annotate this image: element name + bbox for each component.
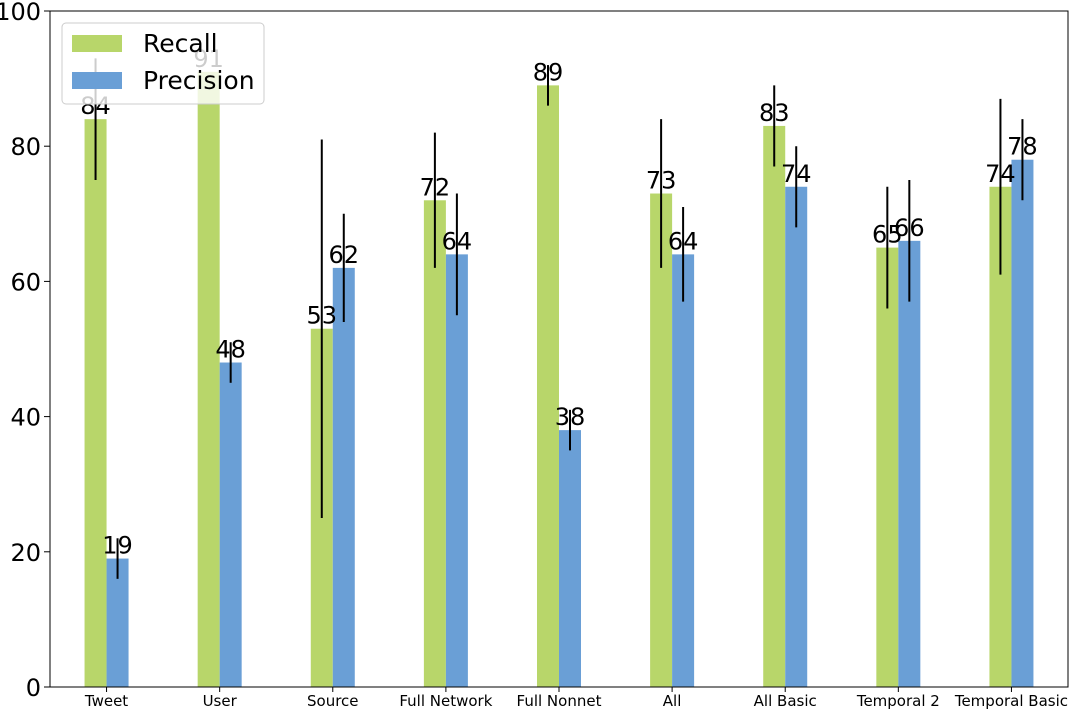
recall-data-label: 65 xyxy=(872,221,903,249)
recall-bar xyxy=(537,85,559,688)
y-tick-label: 80 xyxy=(10,133,41,161)
precision-data-label: 66 xyxy=(894,214,925,242)
x-tick-label: Source xyxy=(307,692,359,710)
y-tick-label: 0 xyxy=(26,674,41,702)
precision-data-label: 19 xyxy=(102,532,133,560)
precision-data-label: 74 xyxy=(781,160,812,188)
precision-data-label: 64 xyxy=(442,227,473,255)
recall-data-label: 73 xyxy=(646,167,677,195)
precision-bar xyxy=(1011,159,1034,688)
recall-bar xyxy=(197,71,220,688)
recall-bar xyxy=(989,186,1012,687)
precision-bar xyxy=(106,558,129,687)
precision-data-label: 62 xyxy=(329,241,360,269)
precision-bar xyxy=(672,254,695,688)
precision-bar xyxy=(785,186,808,687)
precision-data-label: 64 xyxy=(668,227,699,255)
precision-bar xyxy=(332,267,355,687)
x-tick-label: Tweet xyxy=(84,692,128,710)
x-tick-label: User xyxy=(203,692,238,710)
recall-bar xyxy=(423,200,446,687)
legend-swatch-precision xyxy=(72,72,122,89)
y-tick-label: 20 xyxy=(10,539,41,567)
y-tick-label: 40 xyxy=(10,404,41,432)
recall-data-label: 53 xyxy=(307,302,338,330)
data-labels-layer: 849153728973836574194862643864746678 xyxy=(80,45,1037,560)
recall-bar xyxy=(876,247,899,687)
bars-layer xyxy=(84,71,1034,688)
precision-bar xyxy=(445,254,468,688)
recall-bar xyxy=(650,193,673,687)
legend-swatch-recall xyxy=(72,35,122,52)
precision-data-label: 48 xyxy=(215,336,246,364)
legend-label-recall: Recall xyxy=(143,29,218,58)
legend-label-precision: Precision xyxy=(143,66,255,95)
x-tick-label: All Basic xyxy=(754,692,817,710)
recall-data-label: 83 xyxy=(759,99,790,127)
recall-bar xyxy=(763,125,786,688)
precision-bar xyxy=(898,240,921,687)
y-tick-label: 100 xyxy=(0,0,41,26)
x-tick-label: Temporal 2 xyxy=(856,692,940,710)
precision-bar xyxy=(559,430,581,687)
x-tick-label: Full Nonnet xyxy=(517,692,602,710)
legend: Recall Precision xyxy=(61,22,265,105)
recall-data-label: 74 xyxy=(985,160,1016,188)
x-tick-label: Temporal Basic xyxy=(954,692,1068,710)
error-bars-layer xyxy=(94,58,1024,579)
x-tick-label: All xyxy=(663,692,682,710)
axes-layer: 0 20 40 60 80 100 Tweet User Source Full Network F… xyxy=(0,0,1069,710)
recall-data-label: 89 xyxy=(533,58,564,86)
recall-data-label: 72 xyxy=(420,173,451,201)
recall-bar xyxy=(84,119,107,687)
x-tick-label: Full Network xyxy=(399,692,492,710)
precision-bar xyxy=(219,362,242,687)
precision-data-label: 38 xyxy=(555,403,586,431)
y-tick-label: 60 xyxy=(10,268,41,296)
precision-data-label: 78 xyxy=(1007,133,1038,161)
